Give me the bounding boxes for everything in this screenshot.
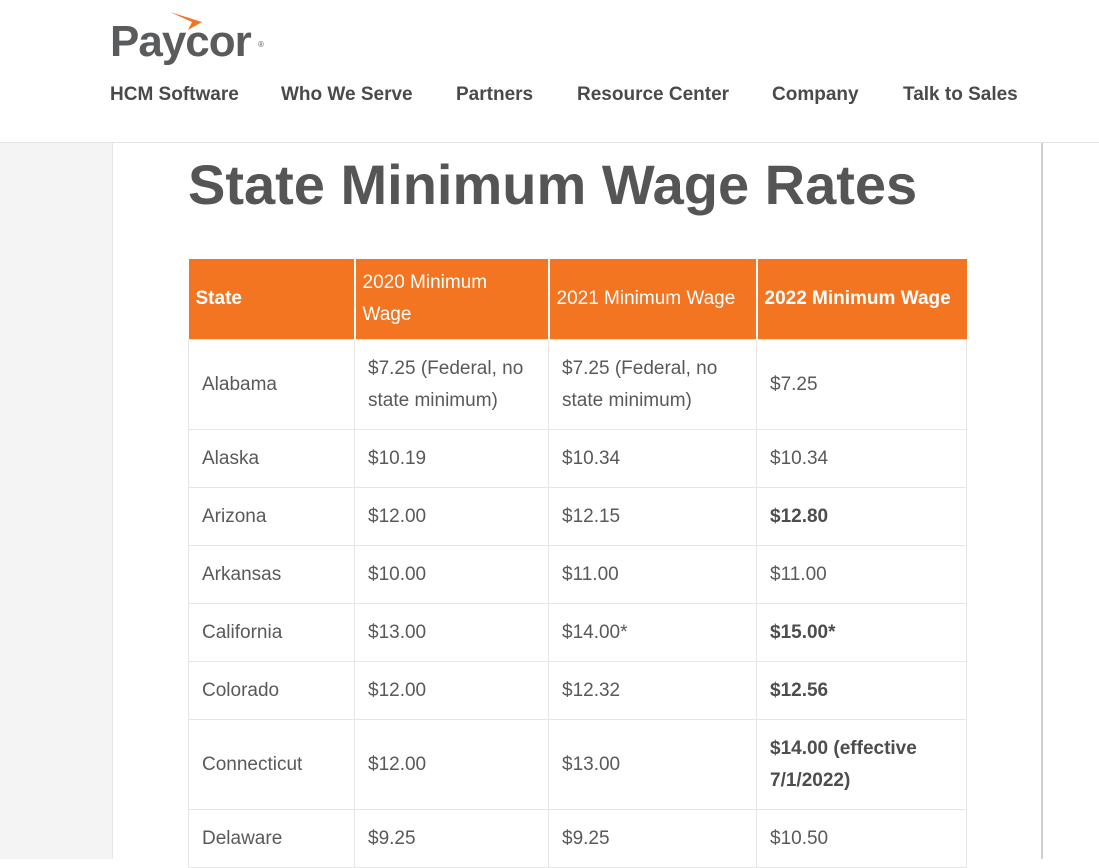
cell-2021: $12.15 — [548, 487, 757, 546]
table-row: Alaska $10.19 $10.34 $10.34 — [188, 429, 967, 488]
cell-2021: $7.25 (Federal, no state minimum) — [548, 339, 757, 430]
cell-state: Colorado — [188, 661, 355, 720]
cell-2020: $12.00 — [354, 661, 549, 720]
right-gutter — [1041, 143, 1099, 859]
logo-wordmark: Paycor — [110, 17, 252, 66]
cell-2022: $14.00 (effective 7/1/2022) — [756, 719, 967, 810]
header-2020: 2020 Minimum Wage — [353, 259, 549, 340]
table-row: Connecticut $12.00 $13.00 $14.00 (effect… — [188, 719, 967, 810]
nav-who-we-serve[interactable]: Who We Serve — [281, 84, 413, 105]
registered-mark-icon: ® — [258, 40, 264, 49]
cell-2022: $10.34 — [756, 429, 967, 488]
cell-2021: $10.34 — [548, 429, 757, 488]
cell-2020: $12.00 — [354, 487, 549, 546]
cell-2020: $10.19 — [354, 429, 549, 488]
table-row: Delaware $9.25 $9.25 $10.50 — [188, 809, 967, 868]
cell-state: Arkansas — [188, 545, 355, 604]
cell-state: Connecticut — [188, 719, 355, 810]
nav-resource-center[interactable]: Resource Center — [577, 84, 730, 105]
table-header-row: State 2020 Minimum Wage 2021 Minimum Wag… — [188, 259, 967, 340]
cell-2022: $12.80 — [756, 487, 967, 546]
cell-2021: $12.32 — [548, 661, 757, 720]
table-row: Arkansas $10.00 $11.00 $11.00 — [188, 545, 967, 604]
cell-2020: $12.00 — [354, 719, 549, 810]
table-row: California $13.00 $14.00* $15.00* — [188, 603, 967, 662]
cell-2022: $11.00 — [756, 545, 967, 604]
cell-2020: $10.00 — [354, 545, 549, 604]
nav-partners[interactable]: Partners — [456, 84, 534, 105]
cell-2022: $12.56 — [756, 661, 967, 720]
cell-state: Alabama — [188, 339, 355, 430]
cell-2021: $13.00 — [548, 719, 757, 810]
header-2021: 2021 Minimum Wage — [547, 259, 757, 340]
nav-company[interactable]: Company — [772, 84, 859, 105]
left-gutter — [0, 143, 113, 859]
cell-2022: $15.00* — [756, 603, 967, 662]
cell-2020: $9.25 — [354, 809, 549, 868]
minimum-wage-table: State 2020 Minimum Wage 2021 Minimum Wag… — [188, 259, 967, 868]
cell-2021: $11.00 — [548, 545, 757, 604]
cell-state: Alaska — [188, 429, 355, 488]
cell-2020: $7.25 (Federal, no state minimum) — [354, 339, 549, 430]
cell-state: Delaware — [188, 809, 355, 868]
nav-talk-to-sales[interactable]: Talk to Sales — [903, 84, 1018, 105]
table-row: Colorado $12.00 $12.32 $12.56 — [188, 661, 967, 720]
logo-swoosh-icon — [170, 12, 202, 30]
header-state: State — [188, 259, 355, 340]
table-row: Arizona $12.00 $12.15 $12.80 — [188, 487, 967, 546]
nav-hcm-software[interactable]: HCM Software — [110, 84, 239, 105]
cell-state: California — [188, 603, 355, 662]
site-header: Paycor ® HCM Software Who We Serve Partn… — [0, 0, 1099, 143]
cell-state: Arizona — [188, 487, 355, 546]
table-row: Alabama $7.25 (Federal, no state minimum… — [188, 339, 967, 430]
header-2022: 2022 Minimum Wage — [755, 259, 967, 340]
cell-2021: $14.00* — [548, 603, 757, 662]
cell-2021: $9.25 — [548, 809, 757, 868]
page-title: State Minimum Wage Rates — [188, 153, 918, 216]
cell-2022: $7.25 — [756, 339, 967, 430]
cell-2020: $13.00 — [354, 603, 549, 662]
